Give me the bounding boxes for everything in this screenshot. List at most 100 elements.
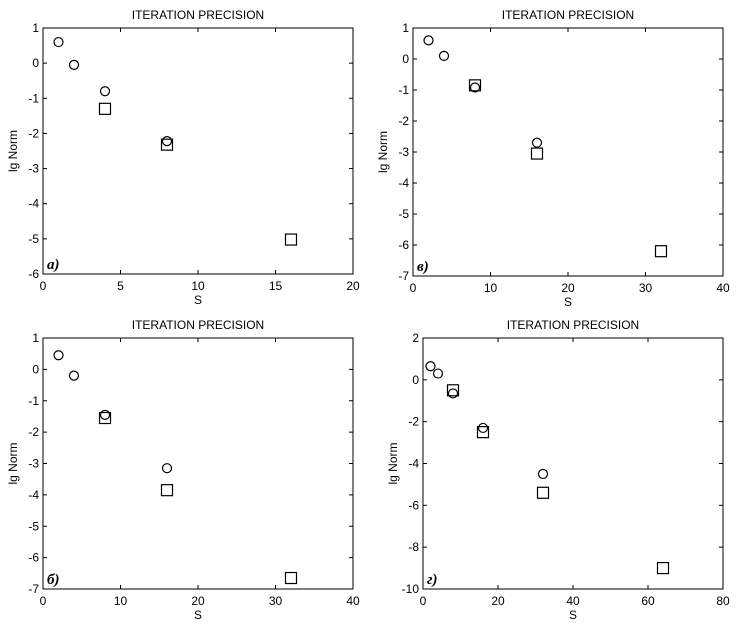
- chart-d-xtick-label: 80: [716, 594, 730, 608]
- chart-b-xtick-label: 20: [561, 281, 575, 295]
- chart-c-xtick-label: 30: [269, 594, 283, 608]
- chart-a-ytick-label: -2: [28, 126, 39, 140]
- chart-b-xtick-label: 0: [410, 281, 417, 295]
- chart-d-title: ITERATION PRECISION: [507, 318, 639, 332]
- chart-b-circle-point: [469, 82, 481, 93]
- chart-b-ytick-label: -1: [398, 83, 409, 97]
- chart-a-xlabel: S: [194, 293, 202, 307]
- chart-c-ytick-label: -6: [28, 551, 39, 565]
- chart-c-ytick-label: -3: [28, 457, 39, 471]
- chart-b-ytick-label: -4: [398, 176, 409, 190]
- chart-b-xtick-label: 10: [484, 281, 498, 295]
- chart-b-xlabel: S: [564, 295, 572, 309]
- chart-b-ytick-label: 0: [402, 52, 409, 66]
- chart-b-ytick-label: 1: [402, 21, 409, 35]
- chart-c-ytick-label: -2: [28, 425, 39, 439]
- chart-d-ytick-label: -6: [408, 498, 419, 512]
- chart-a-square-point: [160, 138, 174, 151]
- chart-c-circle-point: [53, 350, 64, 361]
- chart-d-ytick-label: 0: [412, 373, 419, 387]
- chart-d-square-point: [536, 486, 550, 499]
- chart-c-ytick-label: -1: [28, 394, 39, 408]
- chart-d-xlabel: S: [569, 608, 577, 622]
- chart-c-ytick-label: -5: [28, 519, 39, 533]
- chart-c-xtick-label: 20: [191, 594, 205, 608]
- chart-a-ytick-label: -6: [28, 267, 39, 281]
- chart-b-square-point: [530, 147, 544, 160]
- chart-d-circle-point: [432, 368, 444, 379]
- chart-a-ytick-label: -1: [28, 91, 39, 105]
- chart-d-circle-point: [447, 388, 459, 399]
- chart-b-ytick-label: -5: [398, 207, 409, 221]
- chart-c-xlabel: S: [194, 608, 202, 622]
- chart-b-circle-point: [531, 137, 543, 148]
- chart-d-square-point: [656, 561, 670, 575]
- chart-c-xtick-label: 0: [40, 594, 47, 608]
- chart-d-square-point: [476, 426, 490, 439]
- chart-c-square-point: [98, 411, 112, 425]
- chart-a-square-point: [284, 233, 298, 246]
- chart-a-xtick-label: 0: [40, 279, 47, 293]
- chart-b-ytick-label: -6: [398, 238, 409, 252]
- chart-b-square-point: [468, 79, 482, 92]
- chart-a-ylabel: lg Norm: [6, 130, 20, 172]
- chart-d-square-point: [446, 384, 460, 397]
- chart-c-panel-label: б): [47, 572, 59, 588]
- chart-d-circle-point: [537, 468, 549, 480]
- chart-d-panel-label: г): [427, 572, 438, 588]
- chart-a-circle-point: [99, 86, 111, 97]
- chart-c-circle-point: [161, 463, 173, 474]
- chart-c-ylabel: lg Norm: [6, 442, 20, 484]
- chart-b-circle-point: [438, 50, 450, 62]
- chart-d-xtick-label: 40: [566, 594, 580, 608]
- chart-a-xtick-label: 10: [191, 279, 205, 293]
- chart-b-ylabel: lg Norm: [376, 131, 390, 173]
- chart-c-circle-point: [68, 370, 80, 381]
- chart-c-title: ITERATION PRECISION: [132, 318, 264, 332]
- chart-c-ytick-label: 0: [32, 362, 39, 376]
- chart-c-ytick-label: -7: [28, 582, 39, 596]
- chart-d-ytick-label: -2: [408, 415, 419, 429]
- chart-d-xtick-label: 60: [641, 594, 655, 608]
- chart-b-xtick-label: 40: [716, 281, 730, 295]
- chart-c-square-point: [284, 571, 298, 585]
- chart-c-plot-frame: [42, 337, 354, 590]
- chart-b-plot-frame: [412, 27, 724, 277]
- chart-a-title: ITERATION PRECISION: [132, 8, 264, 22]
- chart-a-ytick-label: -4: [28, 197, 39, 211]
- chart-d-ytick-label: -8: [408, 540, 419, 554]
- chart-d-circle-point: [477, 422, 489, 434]
- chart-a-ytick-label: 1: [32, 21, 39, 35]
- chart-a-xtick-label: 20: [346, 279, 360, 293]
- chart-a-xtick-label: 5: [117, 279, 124, 293]
- chart-b-ytick-label: -7: [398, 269, 409, 283]
- chart-a-circle-point: [68, 59, 80, 71]
- chart-d-ytick-label: -4: [408, 457, 419, 471]
- chart-c-xtick-label: 10: [114, 594, 128, 608]
- chart-b-square-point: [654, 245, 668, 258]
- chart-d-ylabel: lg Norm: [386, 442, 400, 484]
- chart-c-ytick-label: 1: [32, 331, 39, 345]
- chart-b-title: ITERATION PRECISION: [502, 8, 634, 22]
- chart-a-ytick-label: -3: [28, 162, 39, 176]
- chart-c-square-point: [160, 484, 174, 497]
- chart-a-ytick-label: -5: [28, 232, 39, 246]
- chart-d-xtick-label: 0: [420, 594, 427, 608]
- chart-d-circle-point: [425, 361, 436, 372]
- chart-a-xtick-label: 15: [269, 279, 283, 293]
- chart-a-panel-label: а): [47, 257, 60, 273]
- chart-a-ytick-label: 0: [32, 56, 39, 70]
- chart-b-circle-point: [423, 35, 434, 46]
- chart-c-circle-point: [99, 409, 111, 420]
- chart-b-panel-label: в): [417, 259, 429, 275]
- chart-b-ytick-label: -2: [398, 114, 409, 128]
- chart-d-ytick-label: -10: [402, 582, 420, 596]
- chart-b-xtick-label: 30: [639, 281, 653, 295]
- chart-d-plot-frame: [422, 337, 724, 590]
- chart-a-plot-frame: [42, 27, 354, 275]
